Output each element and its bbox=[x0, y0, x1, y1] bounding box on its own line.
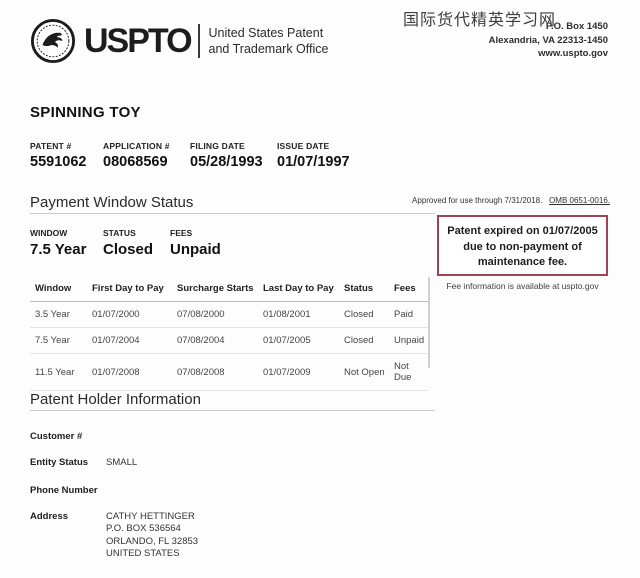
issue-date-label: ISSUE DATE bbox=[277, 141, 330, 151]
window-summary-field: WINDOW 7.5 Year bbox=[30, 228, 103, 258]
header-address: P.O. Box 1450 Alexandria, VA 22313-1450 … bbox=[489, 20, 608, 61]
fee-info-note: Fee information is available at uspto.go… bbox=[446, 281, 599, 291]
address-line-country: UNITED STATES bbox=[106, 548, 180, 559]
holder-section-rule bbox=[30, 410, 435, 411]
fees-summary-field: FEES Unpaid bbox=[170, 228, 221, 258]
col-header-fees: Fees bbox=[389, 276, 428, 302]
patent-expired-notice: Patent expired on 01/07/2005 due to non-… bbox=[437, 215, 608, 276]
fees-label: FEES bbox=[170, 228, 193, 238]
col-header-status: Status bbox=[339, 276, 389, 302]
patent-number-field: PATENT # 5591062 bbox=[30, 141, 103, 170]
fees-value: Unpaid bbox=[170, 241, 221, 258]
entity-status-label: Entity Status bbox=[30, 457, 89, 468]
patent-number-label: PATENT # bbox=[30, 141, 72, 151]
cell-surcharge: 07/08/2000 bbox=[172, 301, 258, 328]
cell-fees: Not Due bbox=[389, 353, 428, 391]
cell-last-day: 01/08/2001 bbox=[258, 301, 339, 328]
application-number-field: APPLICATION # 08068569 bbox=[103, 141, 190, 170]
holder-fields: Customer # Entity Status SMALL Phone Num… bbox=[30, 431, 198, 576]
cell-status: Closed bbox=[339, 301, 389, 328]
patent-number-value: 5591062 bbox=[30, 154, 87, 170]
approved-text: Approved for use through 7/31/2018. bbox=[412, 196, 543, 205]
customer-number-row: Customer # bbox=[30, 431, 198, 442]
omb-approval-note: Approved for use through 7/31/2018. OMB … bbox=[412, 196, 610, 205]
issue-date-value: 01/07/1997 bbox=[277, 154, 350, 170]
cell-first-day: 01/07/2000 bbox=[87, 301, 172, 328]
cell-first-day: 01/07/2004 bbox=[87, 327, 172, 354]
cell-window: 7.5 Year bbox=[30, 327, 87, 354]
filing-date-value: 05/28/1993 bbox=[190, 154, 263, 170]
payment-section-rule bbox=[30, 213, 435, 214]
address-line-name: CATHY HETTINGER bbox=[106, 510, 195, 522]
address-line-city: ORLANDO, FL 32853 bbox=[106, 535, 199, 547]
customer-number-label: Customer # bbox=[30, 431, 83, 442]
col-header-window: Window bbox=[30, 276, 87, 302]
payment-windows-table: Window First Day to Pay Surcharge Starts… bbox=[30, 276, 428, 391]
header: USPTO United States Patent and Trademark… bbox=[30, 18, 328, 64]
cell-status: Not Open bbox=[339, 353, 389, 391]
uspto-wordmark: USPTO bbox=[84, 21, 193, 60]
site-watermark: 国际货代精英学习网 bbox=[402, 12, 556, 29]
filing-date-field: FILING DATE 05/28/1993 bbox=[190, 141, 277, 170]
address-row: Address CATHY HETTINGER P.O. BOX 536564 … bbox=[30, 511, 198, 561]
window-label: WINDOW bbox=[30, 228, 68, 238]
org-name: United States Patent and Trademark Offic… bbox=[209, 25, 329, 58]
cell-status: Closed bbox=[339, 327, 389, 354]
status-summary-field: STATUS Closed bbox=[103, 228, 170, 258]
address-label: Address bbox=[30, 510, 69, 522]
application-number-label: APPLICATION # bbox=[103, 141, 170, 151]
patent-holder-heading: Patent Holder Information bbox=[30, 391, 201, 408]
col-header-surcharge: Surcharge Starts bbox=[172, 276, 258, 302]
page-title: SPINNING TOY bbox=[30, 104, 141, 121]
filing-date-label: FILING DATE bbox=[190, 141, 245, 151]
table-header-row: Window First Day to Pay Surcharge Starts… bbox=[30, 276, 428, 302]
notice-line1: Patent expired on 01/07/2005 bbox=[447, 225, 598, 237]
address-line-pobox: P.O. BOX 536564 bbox=[106, 523, 181, 534]
phone-number-label: Phone Number bbox=[30, 484, 98, 496]
application-number-value: 08068569 bbox=[103, 154, 168, 170]
cell-surcharge: 07/08/2004 bbox=[172, 327, 258, 354]
header-address-pobox: P.O. Box 1450 bbox=[545, 21, 608, 32]
status-value: Closed bbox=[103, 241, 154, 258]
header-divider bbox=[197, 24, 200, 58]
uspto-seal-icon bbox=[30, 18, 76, 64]
cell-first-day: 01/07/2008 bbox=[87, 353, 172, 391]
entity-status-row: Entity Status SMALL bbox=[30, 457, 198, 470]
issue-date-field: ISSUE DATE 01/07/1997 bbox=[277, 141, 350, 170]
window-summary-row: WINDOW 7.5 Year STATUS Closed FEES Unpai… bbox=[30, 228, 221, 258]
cell-last-day: 01/07/2009 bbox=[258, 353, 339, 391]
payment-window-status-heading: Payment Window Status bbox=[30, 194, 194, 211]
notice-line2: due to non-payment of bbox=[463, 240, 582, 253]
org-name-line1: United States Patent bbox=[208, 25, 324, 40]
org-name-line2: and Trademark Office bbox=[208, 42, 329, 56]
cell-fees: Paid bbox=[389, 301, 428, 328]
header-address-city: Alexandria, VA 22313-1450 bbox=[488, 34, 608, 46]
cell-fees: Unpaid bbox=[389, 327, 428, 354]
omb-number-link[interactable]: OMB 0651-0016. bbox=[549, 196, 610, 205]
col-header-last-day: Last Day to Pay bbox=[258, 276, 339, 302]
table-row: 11.5 Year 01/07/2008 07/08/2008 01/07/20… bbox=[30, 353, 428, 391]
address-value: CATHY HETTINGER P.O. BOX 536564 ORLANDO,… bbox=[106, 511, 198, 561]
window-value: 7.5 Year bbox=[30, 241, 87, 258]
table-row: 7.5 Year 01/07/2004 07/08/2004 01/07/200… bbox=[30, 327, 428, 354]
cell-window: 3.5 Year bbox=[30, 301, 87, 328]
uspto-gov-link[interactable]: www.uspto.gov bbox=[538, 48, 608, 59]
entity-status-value: SMALL bbox=[106, 457, 138, 468]
phone-number-row: Phone Number bbox=[30, 485, 198, 496]
notice-line3: maintenance fee. bbox=[477, 256, 568, 268]
cell-surcharge: 07/08/2008 bbox=[172, 353, 258, 391]
patent-meta-row: PATENT # 5591062 APPLICATION # 08068569 … bbox=[30, 141, 350, 170]
cell-last-day: 01/07/2005 bbox=[258, 327, 339, 354]
table-scrollbar[interactable] bbox=[428, 277, 430, 368]
cell-window: 11.5 Year bbox=[30, 353, 87, 391]
col-header-first-day: First Day to Pay bbox=[87, 276, 172, 302]
status-label: STATUS bbox=[103, 228, 136, 238]
table-row: 3.5 Year 01/07/2000 07/08/2000 01/08/200… bbox=[30, 301, 428, 328]
